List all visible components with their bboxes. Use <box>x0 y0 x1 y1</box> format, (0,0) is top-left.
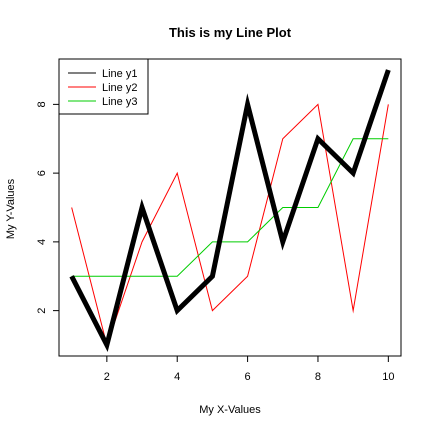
series-layer <box>69 69 391 353</box>
y-tick-label: 2 <box>36 308 48 314</box>
x-tick-label: 4 <box>174 371 180 383</box>
series-line-1 <box>69 69 391 353</box>
x-tick-label: 2 <box>104 371 110 383</box>
legend-label: Line y2 <box>102 82 137 94</box>
x-tick-label: 6 <box>245 371 251 383</box>
legend: Line y1 Line y2 Line y3 <box>58 58 149 115</box>
y-tick-label: 8 <box>36 101 48 107</box>
y-tick-label: 6 <box>36 170 48 176</box>
legend-label: Line y3 <box>102 96 137 108</box>
series-line-2 <box>71 103 389 347</box>
x-axis-title: My X-Values <box>199 404 261 416</box>
y-tick-label: 4 <box>36 239 48 245</box>
plot-box <box>58 58 402 357</box>
y-axis: 2 4 6 8 <box>36 101 59 314</box>
x-axis: 2 4 6 8 10 <box>104 356 394 383</box>
x-tick-label: 8 <box>315 371 321 383</box>
y-axis-title: My Y-Values <box>5 178 17 239</box>
chart-title: This is my Line Plot <box>169 25 292 40</box>
x-tick-label: 10 <box>382 371 394 383</box>
legend-label: Line y1 <box>102 68 137 80</box>
